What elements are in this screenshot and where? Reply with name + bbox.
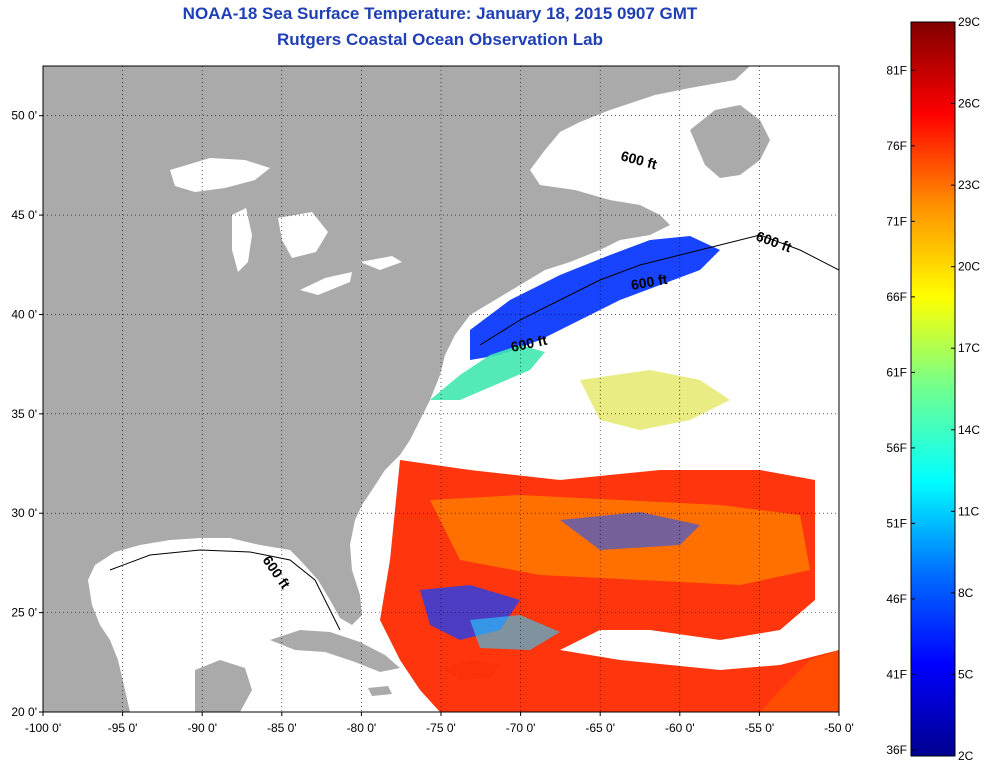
colorbar-fahrenheit-label: 41F (886, 667, 907, 681)
land-newfoundland (690, 105, 770, 178)
x-tick-label: -55 0' (745, 721, 775, 735)
colorbar-fahrenheit-label: 36F (886, 743, 907, 757)
colorbar-celsius-label: 14C (958, 423, 980, 437)
colorbar-fahrenheit-label: 71F (886, 214, 907, 228)
land-cuba (270, 630, 400, 672)
colorbar-fahrenheit-label: 66F (886, 290, 907, 304)
y-tick-label: 45 0' (11, 208, 37, 222)
y-tick-label: 50 0' (11, 109, 37, 123)
colorbar-celsius-label: 2C (958, 749, 974, 763)
sst-data (380, 236, 839, 712)
land-yucatan (195, 660, 252, 712)
colorbar-fahrenheit-labels: 36F 41F 46F 51F 56F 61F 66F 71F 76F 81F (886, 63, 915, 757)
y-tick-label: 25 0' (11, 606, 37, 620)
x-tick-label: -80 0' (347, 721, 377, 735)
x-axis: -100 0' -95 0' -90 0' -85 0' -80 0' -75 0' -70… (25, 712, 854, 735)
colorbar-celsius-label: 29C (958, 15, 980, 29)
isobath-label-4: 600 ft (509, 332, 548, 355)
colorbar-celsius-label: 20C (958, 260, 980, 274)
colorbar-celsius-label: 5C (958, 667, 974, 681)
colorbar-celsius-labels: 2C 5C 8C 11C 14C 17C 20C 23C 26C 29C (951, 15, 980, 763)
colorbar-fahrenheit-label: 81F (886, 63, 907, 77)
land-north-america (43, 66, 750, 712)
y-tick-label: 40 0' (11, 307, 37, 321)
land-jamaica (368, 686, 392, 696)
lake-michigan (232, 208, 252, 272)
x-tick-label: -95 0' (108, 721, 138, 735)
map-subtitle: Rutgers Coastal Ocean Observation Lab (277, 30, 603, 49)
lake-erie (300, 272, 352, 295)
x-tick-label: -75 0' (426, 721, 456, 735)
colorbar (910, 21, 956, 757)
colorbar-fahrenheit-label: 76F (886, 139, 907, 153)
lake-huron (278, 212, 328, 258)
colorbar-celsius-label: 11C (958, 504, 979, 518)
x-tick-label: -50 0' (824, 721, 854, 735)
y-axis: 20 0' 25 0' 30 0' 35 0' 40 0' 45 0' 50 0' (11, 109, 43, 719)
x-tick-label: -85 0' (267, 721, 297, 735)
isobath-600ft (479, 234, 839, 346)
colorbar-fahrenheit-label: 61F (886, 365, 907, 379)
lake-superior (170, 158, 270, 192)
colorbar-celsius-label: 26C (958, 97, 980, 111)
isobath-label-3: 600 ft (630, 271, 669, 293)
y-tick-label: 20 0' (11, 705, 37, 719)
colorbar-celsius-label: 8C (958, 586, 974, 600)
colorbar-fahrenheit-label: 51F (886, 516, 907, 530)
map-grid (43, 66, 839, 712)
colorbar-celsius-label: 17C (958, 341, 980, 355)
land-nova-scotia (570, 212, 640, 242)
colorbar-celsius-label: 23C (958, 178, 980, 192)
y-tick-label: 30 0' (11, 506, 37, 520)
y-tick-label: 35 0' (11, 407, 37, 421)
map-title: NOAA-18 Sea Surface Temperature: January… (182, 4, 698, 23)
x-tick-label: -100 0' (25, 721, 61, 735)
lake-ontario (360, 256, 402, 270)
x-tick-label: -70 0' (506, 721, 536, 735)
colorbar-fahrenheit-label: 56F (886, 441, 907, 455)
x-tick-label: -65 0' (585, 721, 615, 735)
x-tick-label: -90 0' (187, 721, 217, 735)
x-tick-label: -60 0' (665, 721, 695, 735)
colorbar-fahrenheit-label: 46F (886, 592, 907, 606)
